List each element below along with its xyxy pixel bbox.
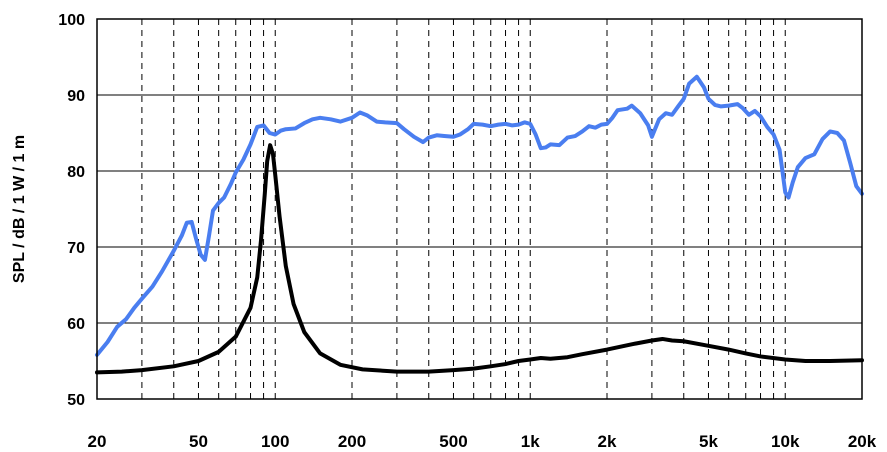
series-line-1 <box>95 74 864 357</box>
x-tick-labels: 20 50 100 200 500 1k 2k 5k 10k 20k <box>88 432 877 451</box>
x-tick-label: 500 <box>439 432 467 451</box>
x-tick-label: 200 <box>338 432 366 451</box>
y-tick-label: 60 <box>67 316 85 333</box>
series-line-2 <box>95 143 864 375</box>
y-tick-label: 90 <box>67 88 85 105</box>
series-group <box>95 74 864 375</box>
y-axis-label: SPL / dB / 1 W / 1 m <box>11 135 28 283</box>
plot-frame <box>96 18 863 400</box>
x-tick-label: 10k <box>771 432 800 451</box>
grid-y <box>97 94 862 324</box>
x-tick-label: 5k <box>699 432 718 451</box>
x-tick-label: 2k <box>598 432 617 451</box>
y-tick-labels: 50 60 70 80 90 100 <box>58 12 85 409</box>
y-tick-label: 50 <box>67 392 85 409</box>
x-tick-label: 20k <box>848 432 877 451</box>
plot-background <box>97 19 862 399</box>
x-tick-label: 50 <box>189 432 208 451</box>
y-tick-label: 70 <box>67 240 85 257</box>
x-tick-label: 20 <box>88 432 107 451</box>
x-tick-label: 1k <box>521 432 540 451</box>
x-tick-label: 100 <box>261 432 289 451</box>
y-tick-label: 80 <box>67 164 85 181</box>
y-tick-label: 100 <box>58 12 85 29</box>
